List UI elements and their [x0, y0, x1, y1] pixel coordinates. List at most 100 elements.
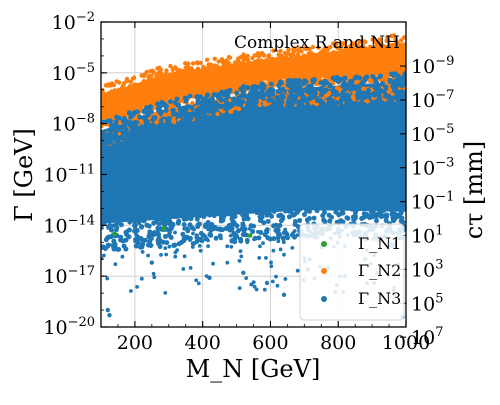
- data-point: [199, 73, 203, 77]
- data-point: [191, 61, 195, 65]
- data-point: [318, 56, 322, 60]
- data-point: [137, 106, 141, 110]
- data-point: [386, 63, 390, 67]
- data-point: [183, 61, 187, 65]
- data-point: [125, 77, 129, 81]
- data-point: [355, 63, 359, 67]
- data-point: [274, 77, 278, 81]
- data-point: [183, 70, 187, 74]
- data-point: [213, 75, 217, 79]
- data-point: [145, 88, 149, 92]
- data-point: [168, 64, 172, 68]
- data-point: [324, 71, 328, 75]
- data-point: [105, 93, 109, 97]
- data-point: [370, 59, 374, 63]
- data-point: [306, 64, 310, 68]
- data-point: [334, 53, 338, 57]
- data-point: [210, 67, 214, 71]
- data-point: [338, 69, 342, 73]
- data-point: [250, 56, 254, 60]
- data-point: [286, 58, 290, 62]
- data-point: [163, 113, 167, 117]
- data-point: [214, 65, 218, 69]
- data-point: [161, 81, 165, 85]
- data-point: [268, 67, 272, 71]
- data-point: [164, 68, 168, 72]
- data-point: [360, 65, 364, 69]
- data-point: [178, 70, 182, 74]
- data-point: [108, 83, 112, 87]
- data-point: [251, 78, 255, 82]
- data-point: [233, 82, 237, 86]
- data-point: [241, 70, 245, 74]
- data-point: [268, 71, 272, 75]
- data-point: [325, 67, 329, 71]
- data-point: [247, 61, 251, 65]
- data-point: [282, 71, 286, 75]
- data-point: [215, 112, 219, 116]
- data-point: [224, 60, 228, 64]
- data-point: [383, 72, 387, 76]
- data-point: [217, 59, 221, 63]
- data-point: [170, 83, 174, 87]
- data-point: [219, 86, 223, 90]
- data-point: [328, 60, 332, 64]
- data-point: [343, 61, 347, 65]
- data-point: [270, 57, 274, 61]
- data-point: [145, 70, 149, 74]
- data-point: [117, 88, 121, 92]
- data-point: [385, 57, 389, 61]
- data-point: [233, 73, 237, 77]
- data-point: [195, 77, 199, 81]
- data-point: [388, 53, 392, 57]
- data-point: [369, 68, 373, 72]
- data-point: [256, 80, 260, 84]
- data-point: [239, 55, 243, 59]
- data-point: [220, 76, 224, 80]
- data-point: [193, 70, 197, 74]
- data-point: [365, 68, 369, 72]
- data-point: [132, 76, 136, 80]
- data-point: [114, 102, 118, 106]
- data-point: [290, 64, 294, 68]
- data-point: [123, 98, 127, 102]
- data-point: [345, 53, 349, 57]
- data-point: [174, 87, 178, 91]
- data-point: [105, 112, 109, 116]
- data-point: [187, 70, 191, 74]
- data-point: [362, 56, 366, 60]
- data-point: [165, 92, 169, 96]
- data-point: [105, 99, 109, 103]
- data-point: [155, 66, 159, 70]
- data-point: [313, 59, 317, 63]
- data-point: [191, 76, 195, 80]
- data-point: [259, 58, 263, 62]
- data-point: [322, 55, 326, 59]
- data-point: [131, 101, 135, 105]
- data-point: [212, 87, 216, 91]
- data-point: [180, 74, 184, 78]
- data-point: [140, 87, 144, 91]
- data-point: [128, 89, 132, 93]
- data-point: [123, 91, 127, 95]
- data-point: [389, 67, 393, 71]
- data-point: [205, 77, 209, 81]
- data-point: [121, 106, 125, 110]
- data-point: [256, 54, 260, 58]
- data-point: [327, 56, 331, 60]
- data-point: [275, 61, 279, 65]
- data-point: [317, 76, 321, 80]
- data-point: [370, 64, 374, 68]
- data-point: [222, 68, 226, 72]
- data-point: [324, 94, 328, 98]
- data-point: [206, 68, 210, 72]
- data-point: [311, 54, 315, 58]
- data-point: [210, 81, 214, 85]
- data-point: [229, 72, 233, 76]
- data-point: [145, 81, 149, 85]
- data-point: [289, 53, 293, 57]
- data-point: [334, 62, 338, 66]
- data-point: [295, 59, 299, 63]
- data-point: [198, 61, 202, 65]
